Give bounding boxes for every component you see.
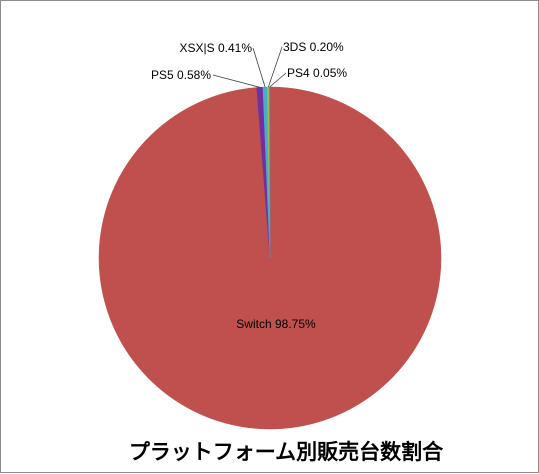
leader-line-ps4 — [269, 72, 287, 88]
data-label-ps4: PS4 0.05% — [287, 66, 347, 80]
leader-line-3ds — [268, 46, 283, 88]
leader-line-ps5 — [212, 74, 260, 88]
chart-title: プラットフォーム別販売台数割合 — [129, 440, 444, 464]
data-labels: Switch 98.75% PS5 0.58% XSX|S 0.41% 3DS 0.2… — [151, 40, 347, 331]
leader-line-xsx-s — [252, 47, 266, 88]
data-label-switch: Switch 98.75% — [236, 317, 316, 331]
data-label-3ds: 3DS 0.20% — [283, 40, 344, 54]
data-label-ps5: PS5 0.58% — [151, 68, 211, 82]
pie-slices — [98, 86, 442, 430]
data-label-xsx-s: XSX|S 0.41% — [180, 41, 253, 55]
leader-lines — [212, 46, 287, 88]
